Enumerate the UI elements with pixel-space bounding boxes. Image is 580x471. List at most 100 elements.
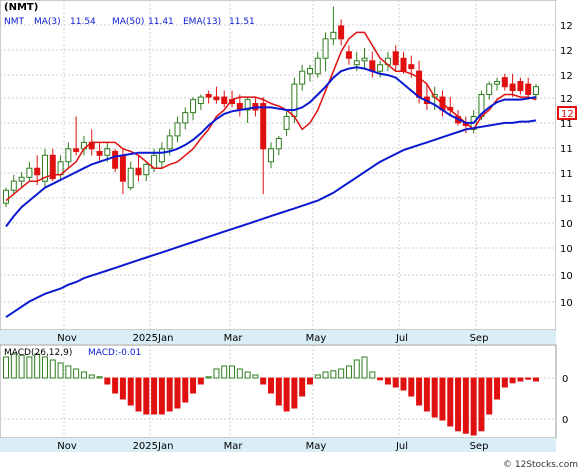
macd-bar-positive xyxy=(3,356,9,379)
candle-up xyxy=(353,60,360,66)
macd-bar-negative xyxy=(525,377,532,380)
macd-bar-positive xyxy=(338,368,345,379)
macd-bar-negative xyxy=(268,377,274,394)
price-y-tick-label: 12 xyxy=(560,94,573,105)
candle-up xyxy=(3,189,9,204)
legend-ema13-label: EMA(13) xyxy=(183,17,221,27)
macd-bar-positive xyxy=(34,353,41,379)
candle-down xyxy=(112,150,119,169)
legend-ma50-label: MA(50) xyxy=(112,17,144,27)
candle-down xyxy=(338,25,345,40)
candle-up xyxy=(361,57,368,62)
macd-bar-positive xyxy=(369,371,376,379)
price-date-axis xyxy=(0,330,556,344)
candle-up xyxy=(322,38,329,59)
macd-bar-positive xyxy=(213,368,220,379)
price-x-tick-label: 2025Jan xyxy=(133,333,174,344)
macd-bar-negative xyxy=(517,377,524,382)
macd-bar-negative xyxy=(197,377,204,385)
macd-bar-negative xyxy=(486,377,493,415)
price-x-tick-label: Nov xyxy=(57,333,77,344)
candle-up xyxy=(104,148,111,156)
macd-bar-negative xyxy=(384,377,391,385)
macd-bar-negative xyxy=(143,377,150,415)
legend-symbol: NMT xyxy=(4,17,24,27)
price-y-tick-label: 12 xyxy=(560,46,573,57)
price-x-tick-label: Mar xyxy=(224,333,244,344)
macd-bar-negative xyxy=(416,377,423,406)
macd-bar-negative xyxy=(509,377,516,384)
candle-up xyxy=(10,180,17,191)
macd-bar-negative xyxy=(306,377,313,385)
macd-legend-value: MACD:-0.01 xyxy=(88,348,141,358)
candle-up xyxy=(486,83,493,95)
macd-bar-positive xyxy=(244,371,251,379)
macd-bar-positive xyxy=(41,356,48,379)
macd-bar-positive xyxy=(252,374,259,379)
macd-bar-negative xyxy=(494,377,501,400)
macd-bar-positive xyxy=(18,354,25,379)
candle-up xyxy=(18,176,25,182)
price-y-tick-label: 10 xyxy=(560,271,573,282)
macd-bar-negative xyxy=(423,377,430,412)
candle-up xyxy=(182,112,189,124)
candle-down xyxy=(49,154,56,180)
candle-up xyxy=(174,122,181,137)
macd-bar-positive xyxy=(221,365,228,379)
candle-up xyxy=(127,167,134,189)
legend-ma3-value: 11.54 xyxy=(70,17,96,27)
price-x-tick-label: Jul xyxy=(395,333,408,344)
macd-bar-positive xyxy=(80,371,87,379)
macd-bar-negative xyxy=(151,377,158,415)
candle-up xyxy=(275,137,282,150)
macd-bar-positive xyxy=(236,368,243,379)
candle-up xyxy=(330,31,337,40)
macd-bar-negative xyxy=(299,377,306,397)
ticker-title: (NMT) xyxy=(4,2,38,13)
macd-bar-positive xyxy=(361,356,368,379)
ma-line-3 xyxy=(5,119,537,318)
candle-up xyxy=(283,115,290,130)
macd-x-tick-label: May xyxy=(306,441,327,452)
macd-bar-positive xyxy=(330,370,337,379)
price-y-tick-label: 11 xyxy=(560,169,573,180)
candle-down xyxy=(408,64,415,70)
candle-up xyxy=(143,163,150,176)
candle-up xyxy=(291,83,298,117)
candle-down xyxy=(517,81,524,92)
macd-x-tick-label: Nov xyxy=(57,441,77,452)
price-grid xyxy=(0,0,556,330)
candle-down xyxy=(213,96,220,101)
macd-bar-negative xyxy=(501,377,508,388)
macd-bar-negative xyxy=(439,377,446,421)
legend-ma50-value: 11.41 xyxy=(148,17,174,27)
moving-average-lines xyxy=(5,31,537,318)
price-y-tick-label: 12 xyxy=(560,71,573,82)
macd-bar-positive xyxy=(322,371,329,379)
price-y-tick-label: 10 xyxy=(560,244,573,255)
ma-line-2 xyxy=(5,66,537,228)
macd-bar-positive xyxy=(65,365,72,379)
macd-bar-positive xyxy=(314,374,321,379)
candle-down xyxy=(501,77,508,88)
candle-up xyxy=(190,99,197,114)
candle-up xyxy=(244,99,251,111)
macd-x-ticks: Nov 2025Jan Mar May Jul Sep xyxy=(57,441,488,452)
watermark: © 12Stocks.com xyxy=(503,460,578,470)
macd-bar-negative xyxy=(127,377,134,406)
ma-line-1 xyxy=(5,31,537,202)
macd-legend-label: MACD(26,12,9) xyxy=(4,348,72,358)
macd-x-tick-label: Mar xyxy=(224,441,244,452)
candle-down xyxy=(73,148,80,152)
candle-up xyxy=(299,70,306,85)
macd-bar-negative xyxy=(392,377,399,388)
candle-up xyxy=(268,148,274,163)
candle-down xyxy=(119,154,126,182)
price-y-tick-label: 10 xyxy=(560,298,573,309)
macd-bar-negative xyxy=(408,377,415,397)
price-axis xyxy=(556,0,580,330)
price-y-tick-label: 11 xyxy=(560,194,573,205)
legend-ema13-value: 11.51 xyxy=(229,17,255,27)
candle-up xyxy=(41,154,48,182)
